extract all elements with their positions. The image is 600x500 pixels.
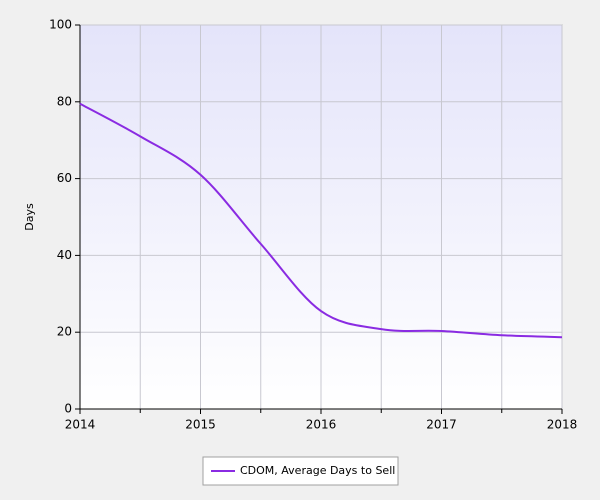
line-series (79, 102, 563, 339)
y-tick-label: 20 (57, 325, 72, 339)
y-axis-label: Days (23, 203, 36, 231)
x-tick-label: 2018 (547, 418, 578, 432)
x-tick-label: 2016 (306, 418, 337, 432)
x-tick-label: 2015 (185, 418, 216, 432)
x-tick-label: 2014 (65, 418, 96, 432)
legend-box (202, 456, 399, 486)
y-tick-label: 100 (49, 18, 72, 32)
y-tick-label: 60 (57, 171, 72, 185)
y-tick-label: 40 (57, 248, 72, 262)
y-tick-label: 0 (64, 402, 72, 416)
y-tick-label: 80 (57, 94, 72, 108)
x-tick-label: 2017 (426, 418, 457, 432)
legend-label: CDOM, Average Days to Sell (240, 464, 395, 477)
